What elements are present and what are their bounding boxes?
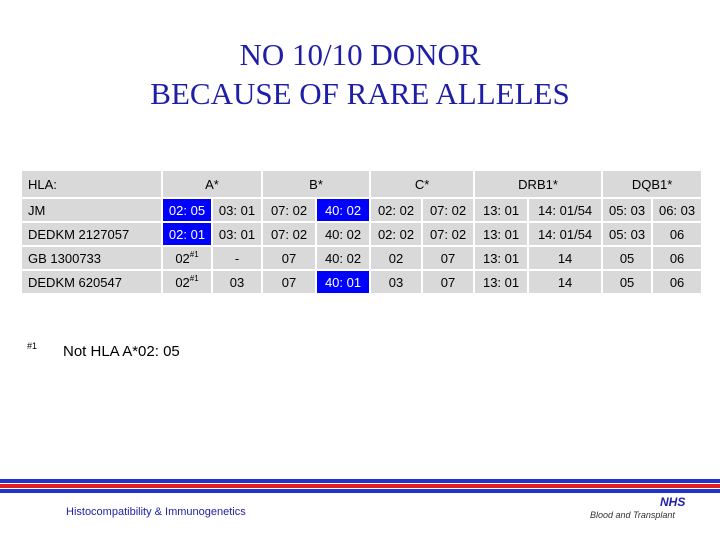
allele-cell: 06: [652, 246, 704, 271]
hla-typing-table: HLA: A* B* C* DRB1* DQB1* JM 02: 05 03: 01…: [22, 171, 704, 295]
allele-cell: 07: 02: [262, 222, 318, 247]
allele-cell: 02: 01: [162, 222, 213, 247]
title-line-2: BECAUSE OF RARE ALLELES: [150, 76, 570, 111]
sample-id-cell: JM: [22, 198, 163, 223]
sample-id-cell: DEDKM 2127057: [22, 222, 163, 247]
allele-cell: 03: 01: [212, 198, 264, 223]
allele-cell: 03: 01: [212, 222, 264, 247]
allele-cell: 14: [528, 270, 604, 295]
header-dqb1: DQB1*: [602, 171, 704, 199]
sample-id-cell: GB 1300733: [22, 246, 163, 271]
allele-cell: 06: 03: [652, 198, 704, 223]
allele-cell: 02: 05: [162, 198, 213, 223]
allele-cell: 07: 02: [422, 198, 476, 223]
table-row: GB 1300733 02#1-07 40: 02 02 07 13: 01 14 05 06: [22, 246, 704, 271]
allele-cell: 05: 03: [602, 198, 654, 223]
allele-cell: 13: 01: [474, 270, 530, 295]
header-a: A*: [162, 171, 264, 199]
header-b: B*: [262, 171, 372, 199]
allele-cell: 02#1: [162, 246, 213, 271]
allele-cell: 02: [370, 246, 424, 271]
allele-cell: 05: [602, 246, 654, 271]
allele-cell: 02#1: [162, 270, 213, 295]
allele-cell: 07: [262, 270, 318, 295]
organisation-name: Blood and Transplant: [590, 510, 675, 520]
table-row: JM 02: 05 03: 01 07: 02 40: 02 02: 02 07: 02 13…: [22, 198, 704, 223]
allele-cell: 06: [652, 270, 704, 295]
allele-cell: 02: 02: [370, 198, 424, 223]
allele-cell: 07: 02: [422, 222, 476, 247]
allele-cell: 40: 02: [316, 222, 372, 247]
footer-bar-red: [0, 484, 720, 488]
allele-cell: 14: 01/54: [528, 198, 604, 223]
allele-cell: 40: 02: [316, 246, 372, 271]
allele-cell: 40: 02: [316, 198, 372, 223]
allele-cell: 14: 01/54: [528, 222, 604, 247]
title-line-1: NO 10/10 DONOR: [239, 37, 481, 72]
allele-cell: 06: [652, 222, 704, 247]
footnote-text: Not HLA A*02: 05: [63, 343, 180, 360]
allele-cell: 05: 03: [602, 222, 654, 247]
allele-cell: 05: [602, 270, 654, 295]
header-c: C*: [370, 171, 476, 199]
allele-cell: 07: [422, 246, 476, 271]
allele-cell: -: [212, 246, 264, 271]
table-row: DEDKM 620547 02#1 03 07 40: 01 03 07 13: 01 14 05…: [22, 270, 704, 295]
allele-cell: 03: [370, 270, 424, 295]
footer-bar-blue-bottom: [0, 489, 720, 493]
allele-cell: 14: [528, 246, 604, 271]
allele-cell: 07: 02: [262, 198, 318, 223]
footnote-mark: #1: [27, 341, 38, 351]
nhs-logo: NHS: [660, 495, 686, 509]
table-row: DEDKM 2127057 02: 01 03: 01 07: 02 40: 02 02:…: [22, 222, 704, 247]
footer-bar-blue-top: [0, 479, 720, 483]
allele-cell: 13: 01: [474, 198, 530, 223]
allele-cell: 13: 01: [474, 222, 530, 247]
allele-cell: 03: [212, 270, 264, 295]
department-name: Histocompatibility & Immunogenetics: [66, 506, 246, 518]
table-header-row: HLA: A* B* C* DRB1* DQB1*: [22, 171, 704, 199]
header-hla: HLA:: [22, 171, 163, 199]
sample-id-cell: DEDKM 620547: [22, 270, 163, 295]
allele-cell: 07: [422, 270, 476, 295]
allele-cell: 40: 01: [316, 270, 372, 295]
allele-cell: 07: [262, 246, 318, 271]
header-drb1: DRB1*: [474, 171, 604, 199]
allele-cell: 13: 01: [474, 246, 530, 271]
allele-cell: 02: 02: [370, 222, 424, 247]
